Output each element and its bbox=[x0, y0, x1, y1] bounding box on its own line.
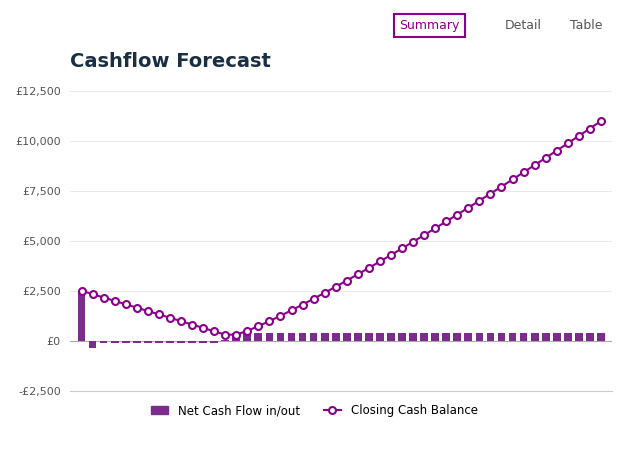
Bar bbox=[409, 333, 417, 341]
Bar bbox=[343, 333, 350, 341]
Bar bbox=[243, 333, 251, 341]
Bar bbox=[255, 333, 262, 341]
Bar bbox=[564, 333, 572, 341]
Bar bbox=[122, 341, 130, 343]
Bar bbox=[354, 333, 362, 341]
Bar bbox=[475, 333, 483, 341]
Bar bbox=[100, 341, 107, 343]
Bar bbox=[199, 341, 207, 343]
Bar bbox=[487, 333, 494, 341]
Bar bbox=[376, 333, 384, 341]
Bar bbox=[133, 341, 140, 343]
Bar bbox=[177, 341, 185, 343]
Bar bbox=[188, 341, 196, 343]
Text: Cashflow Forecast: Cashflow Forecast bbox=[70, 52, 271, 71]
Bar bbox=[365, 333, 372, 341]
Bar bbox=[420, 333, 428, 341]
Bar bbox=[210, 341, 218, 343]
Bar bbox=[321, 333, 329, 341]
Bar bbox=[78, 291, 85, 341]
Bar bbox=[144, 341, 152, 343]
Bar bbox=[155, 341, 163, 343]
Bar bbox=[398, 333, 406, 341]
Text: Summary: Summary bbox=[399, 19, 460, 32]
Legend: Net Cash Flow in/out, Closing Cash Balance: Net Cash Flow in/out, Closing Cash Balan… bbox=[146, 399, 482, 422]
Bar bbox=[542, 333, 549, 341]
Bar bbox=[88, 341, 97, 348]
Bar bbox=[277, 333, 284, 341]
Bar bbox=[233, 333, 240, 341]
Bar bbox=[111, 341, 119, 343]
Bar bbox=[465, 333, 472, 341]
Bar bbox=[265, 333, 273, 341]
Text: Table: Table bbox=[570, 19, 603, 32]
Bar bbox=[498, 333, 505, 341]
Bar bbox=[586, 333, 594, 341]
Text: Detail: Detail bbox=[505, 19, 542, 32]
Bar bbox=[443, 333, 450, 341]
Bar bbox=[431, 333, 439, 341]
Bar bbox=[332, 333, 340, 341]
Bar bbox=[166, 341, 174, 343]
Bar bbox=[553, 333, 561, 341]
Bar bbox=[597, 333, 605, 341]
Bar bbox=[453, 333, 461, 341]
Bar bbox=[221, 340, 229, 341]
Bar bbox=[310, 333, 317, 341]
Bar bbox=[520, 333, 527, 341]
Bar bbox=[531, 333, 539, 341]
Bar bbox=[575, 333, 582, 341]
Bar bbox=[387, 333, 395, 341]
Bar bbox=[288, 333, 295, 341]
Bar bbox=[298, 333, 307, 341]
Bar bbox=[508, 333, 517, 341]
